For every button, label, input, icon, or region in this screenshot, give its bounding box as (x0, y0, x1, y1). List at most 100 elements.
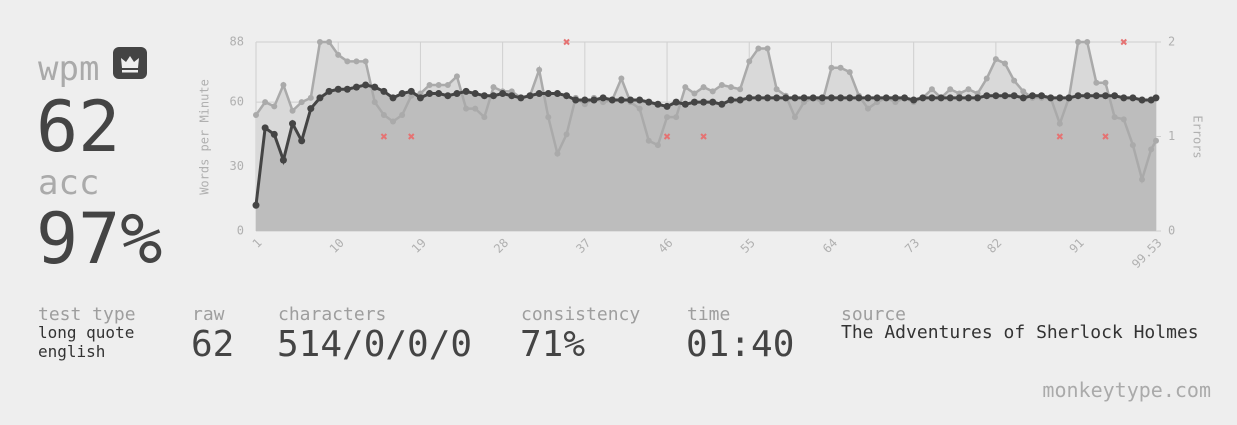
data-point (253, 112, 259, 119)
data-point (545, 114, 552, 121)
data-point (837, 94, 845, 102)
wpm-value: 62 (36, 86, 121, 168)
data-point (1093, 79, 1100, 86)
data-point (818, 94, 826, 102)
data-point (928, 94, 936, 102)
data-point (827, 94, 835, 102)
detail-label: characters (278, 304, 387, 325)
data-point (755, 45, 762, 52)
data-point (709, 98, 717, 106)
data-point (471, 90, 479, 98)
footer-brand[interactable]: monkeytype.com (1042, 378, 1211, 402)
data-point (828, 64, 835, 71)
y-tick-label: 0 (237, 224, 244, 238)
data-point (1011, 77, 1018, 84)
data-point (654, 100, 662, 108)
data-point (882, 94, 890, 102)
y2-tick-label: 1 (1168, 129, 1175, 143)
data-point (271, 103, 278, 110)
data-point (1101, 92, 1109, 100)
x-tick-label: 37 (573, 236, 593, 256)
data-point (362, 81, 370, 89)
data-point (289, 107, 296, 114)
data-point (1120, 94, 1128, 102)
data-point (279, 156, 287, 164)
data-point (344, 58, 351, 65)
data-point (764, 94, 772, 102)
data-point (444, 81, 451, 88)
data-point (1010, 92, 1018, 100)
data-point (983, 75, 990, 82)
y-tick-label: 30 (230, 159, 244, 173)
data-point (1047, 94, 1055, 102)
x-tick-label: 99.53 (1129, 236, 1164, 271)
data-point (846, 69, 853, 76)
data-point (617, 96, 625, 104)
data-point (691, 90, 698, 97)
data-point (727, 84, 734, 91)
data-point (681, 100, 689, 108)
x-tick-label: 46 (656, 236, 676, 256)
data-point (636, 96, 644, 104)
data-point (362, 58, 369, 65)
data-point (262, 99, 269, 106)
data-point (298, 137, 306, 145)
data-point (1001, 92, 1009, 100)
crown-badge (113, 47, 147, 79)
detail-value: 62 (191, 324, 235, 365)
data-point (316, 39, 323, 45)
detail-value: The Adventures of Sherlock Holmes (841, 322, 1199, 343)
data-point (334, 85, 342, 93)
detail-value: 514/0/0/0 (277, 324, 473, 365)
x-tick-label: 10 (327, 236, 347, 256)
data-point (407, 87, 415, 95)
data-point (270, 130, 278, 138)
data-point (672, 98, 680, 106)
data-point (416, 94, 424, 102)
data-point (718, 100, 726, 108)
data-point (736, 96, 744, 104)
data-point (599, 94, 607, 102)
data-point (289, 120, 297, 128)
detail-label: time (687, 304, 731, 325)
data-point (536, 66, 543, 73)
data-point (1111, 114, 1118, 121)
data-point (636, 105, 643, 112)
data-point (864, 94, 872, 102)
data-point (746, 58, 753, 65)
wpm-label: wpm (38, 49, 100, 89)
data-point (1038, 92, 1046, 100)
error-marker (380, 133, 388, 140)
data-point (1065, 94, 1073, 102)
data-point (563, 131, 570, 138)
data-point (389, 94, 397, 102)
data-point (399, 112, 406, 119)
data-point (673, 114, 680, 121)
data-point (782, 94, 790, 102)
data-point (700, 84, 707, 91)
acc-value: 97% (36, 198, 163, 280)
data-point (764, 45, 771, 52)
data-point (453, 90, 461, 98)
data-point (955, 94, 963, 102)
data-point (645, 137, 652, 144)
data-point (1120, 116, 1127, 123)
data-point (654, 142, 661, 149)
data-point (1111, 92, 1119, 100)
series-area (256, 84, 1156, 231)
data-point (426, 81, 433, 88)
data-point (608, 96, 616, 104)
data-point (472, 105, 479, 112)
data-point (280, 81, 287, 88)
data-point (663, 102, 671, 110)
data-point (581, 96, 589, 104)
data-point (1152, 94, 1160, 102)
data-point (682, 84, 689, 91)
data-point (737, 86, 744, 93)
data-point (298, 99, 305, 106)
data-point (343, 85, 351, 93)
data-point (974, 94, 982, 102)
data-point (718, 81, 725, 88)
